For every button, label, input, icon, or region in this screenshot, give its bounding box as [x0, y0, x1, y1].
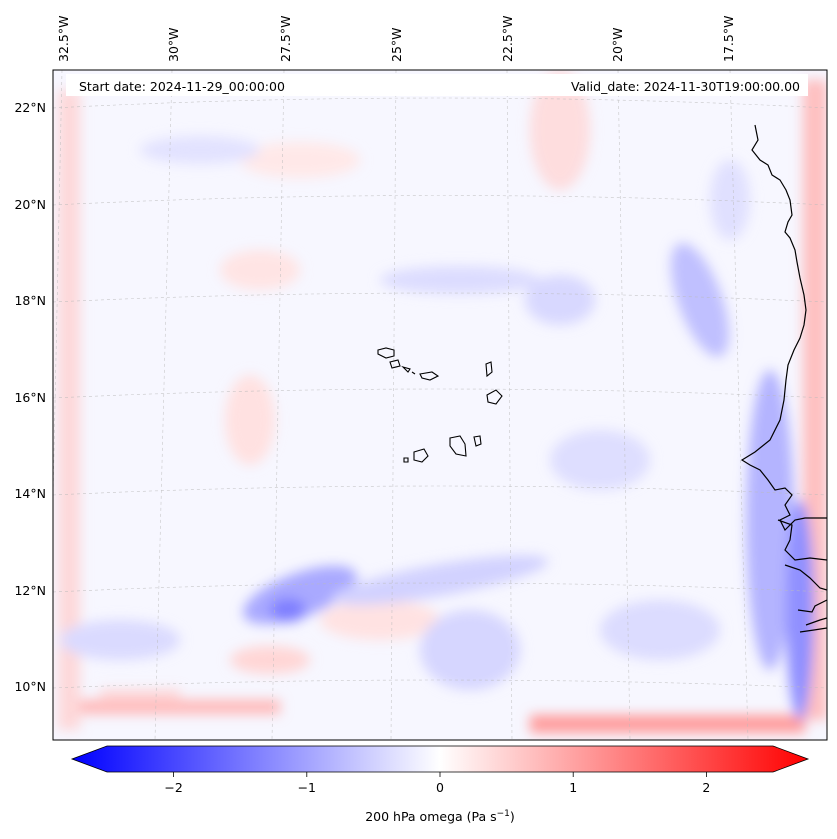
lat-label-2: 20°N — [14, 197, 46, 212]
lat-label-5: 14°N — [14, 486, 46, 501]
colorbar-label-close: ) — [510, 809, 515, 824]
coastline — [740, 124, 827, 633]
lat-label-1: 22°N — [14, 100, 46, 115]
colorbar-tick-label: −2 — [164, 780, 182, 795]
map-panel — [53, 70, 827, 740]
colorbar-tick-label: 2 — [702, 780, 710, 795]
lon-label-6: 20°W — [610, 27, 625, 62]
colorbar-label-exp: −1 — [497, 809, 510, 819]
lat-label-3: 18°N — [14, 293, 46, 308]
colorbar-tick-label: 1 — [569, 780, 577, 795]
colorbar-ticks: −2 −1 0 1 2 — [164, 772, 710, 795]
colorbar-body — [70, 745, 810, 773]
header-bar — [66, 74, 808, 96]
cape-verde-islands — [377, 347, 503, 463]
colorbar-label: 200 hPa omega (Pa s−1) — [365, 809, 515, 824]
colorbar-tick-label: 0 — [436, 780, 444, 795]
omega-field — [58, 70, 827, 733]
latitude-labels: 22°N 20°N 18°N 16°N 14°N 12°N 10°N — [14, 100, 46, 694]
colorbar: −2 −1 0 1 2 200 hPa omega (Pa s−1) — [70, 745, 810, 824]
lon-label-1: 32.5°W — [56, 16, 71, 62]
lat-label-7: 10°N — [14, 679, 46, 694]
lon-label-4: 25°W — [389, 27, 404, 62]
graticule — [53, 70, 827, 740]
lon-label-3: 27.5°W — [278, 16, 293, 62]
lat-label-4: 16°N — [14, 390, 46, 405]
map-frame — [52, 69, 828, 741]
lon-label-7: 17.5°W — [721, 16, 736, 62]
longitude-labels: 32.5°W 30°W 27.5°W 25°W 22.5°W 20°W 17.5… — [56, 16, 736, 62]
valid-date-label: Valid_date: 2024-11-30T19:00:00.00 — [571, 79, 800, 94]
colorbar-label-main: 200 hPa omega (Pa s — [365, 809, 496, 824]
start-date-label: Start date: 2024-11-29_00:00:00 — [79, 79, 285, 94]
colorbar-tick-label: −1 — [298, 780, 316, 795]
lon-label-5: 22.5°W — [500, 16, 515, 62]
lon-label-2: 30°W — [166, 27, 181, 62]
lat-label-6: 12°N — [14, 583, 46, 598]
